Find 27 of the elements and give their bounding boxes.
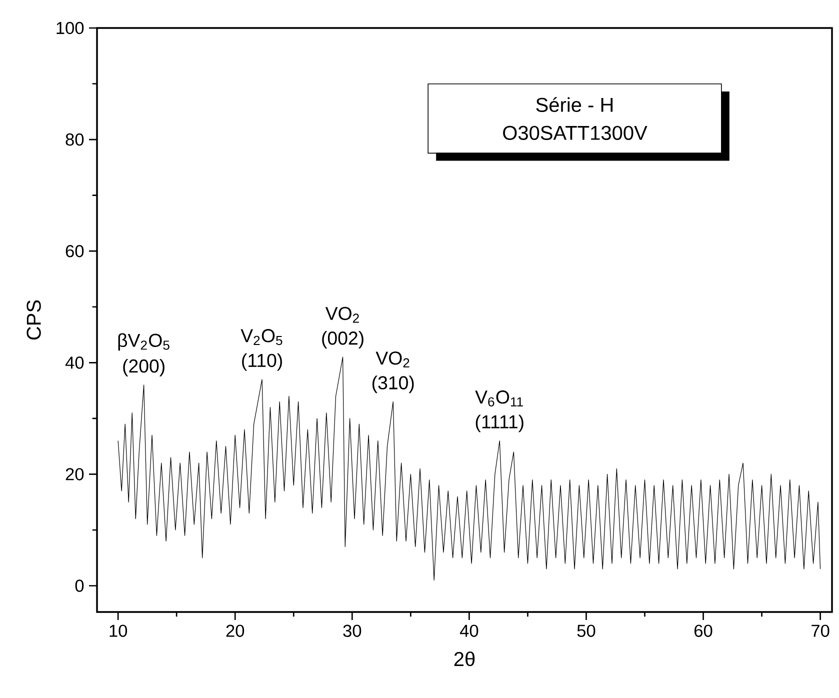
x-tick-label: 40 (460, 624, 478, 637)
annotation: (1111) (476, 414, 524, 432)
x-tick-label: 50 (577, 624, 596, 637)
x-tick-label: 30 (343, 624, 362, 637)
x-tick-label: 70 (812, 624, 830, 637)
y-tick-label: 20 (66, 468, 84, 480)
annotation: (310) (372, 376, 414, 394)
y-tick-label: 100 (56, 22, 84, 34)
y-tick-label: 80 (66, 133, 84, 146)
annotation: Série - H (536, 97, 613, 112)
x-tick-label: 60 (694, 624, 712, 637)
annotation: O30SATT1300V (503, 126, 648, 140)
annotation: (110) (242, 353, 282, 371)
annotation: βV$_{2}$O$_{5}$ (118, 333, 170, 351)
annotation: VO$_{2}$ (325, 306, 359, 323)
annotation: VO$_{2}$ (376, 351, 410, 368)
annotation: V$_{6}$O$_{11}$ (475, 390, 523, 406)
x-axis-title: 2θ (454, 651, 475, 666)
x-tick-label: 10 (110, 624, 128, 637)
x-tick-label: 20 (226, 624, 244, 637)
annotation: (002) (322, 331, 364, 348)
y-tick-label: 0 (75, 580, 84, 592)
y-axis-title: CPS (26, 300, 41, 340)
annotation: V$_{2}$O$_{5}$ (240, 329, 282, 346)
annotation: (200) (123, 358, 164, 376)
y-tick-label: 40 (65, 356, 84, 369)
y-tick-label: 60 (66, 244, 84, 258)
